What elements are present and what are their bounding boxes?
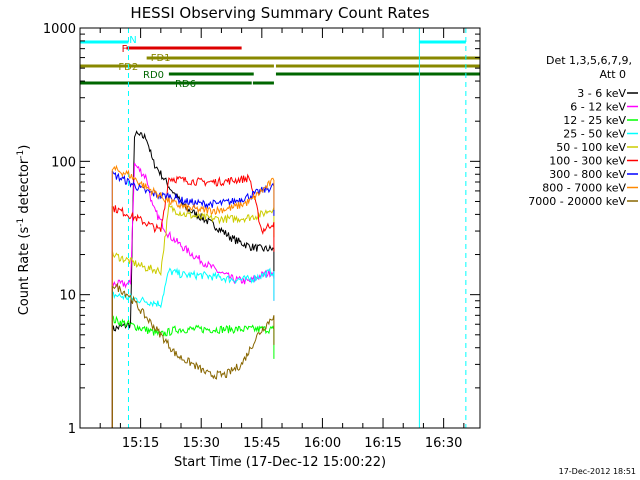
legend-entry-label: 7000 - 20000 keV xyxy=(528,195,626,208)
y-tick-label: 100 xyxy=(51,155,76,170)
legend-entry-label: 800 - 7000 keV xyxy=(542,182,626,195)
series-line xyxy=(111,130,275,428)
x-axis-ticks: 15:15 15:30 15:45 16:00 16:15 16:30 xyxy=(79,28,465,451)
x-tick-label: 16:15 xyxy=(364,436,401,451)
y-tick-label: 1 xyxy=(68,422,76,437)
legend-header-line1: Det 1,3,5,6,7,9, xyxy=(546,54,632,67)
flag-label: FD1 xyxy=(151,53,171,64)
series-line xyxy=(111,173,275,428)
chart-title: HESSI Observing Summary Count Rates xyxy=(130,4,429,22)
series-line xyxy=(111,164,275,428)
x-tick-label: 15:15 xyxy=(122,436,159,451)
x-tick-label: 15:45 xyxy=(243,436,280,451)
legend-header-line2: Att 0 xyxy=(600,68,626,81)
y-tick-label: 1000 xyxy=(43,22,76,37)
series-line xyxy=(111,162,275,428)
series-layer xyxy=(111,130,275,428)
y-axis-ticks: 1 10 100 1000 xyxy=(43,22,480,437)
x-tick-label: 16:30 xyxy=(425,436,462,451)
flag-label: F xyxy=(122,44,128,55)
flag-label: RD0 xyxy=(143,70,164,81)
legend-entry-label: 6 - 12 keV xyxy=(570,101,626,114)
series-line xyxy=(111,267,275,428)
x-axis-label: Start Time (17-Dec-12 15:00:22) xyxy=(174,455,386,470)
y-axis-label: Count Rate (s-1 detector-1) xyxy=(16,145,32,316)
legend-entry-label: 3 - 6 keV xyxy=(577,87,626,100)
flag-label: N xyxy=(129,35,136,46)
series-line xyxy=(111,315,275,428)
legend-entry-label: 12 - 25 keV xyxy=(563,114,626,127)
legend-entry-label: 300 - 800 keV xyxy=(549,168,626,181)
y-tick-label: 10 xyxy=(59,289,76,304)
plot-frame xyxy=(79,27,481,429)
series-line xyxy=(111,282,275,428)
legend-entry-label: 50 - 100 keV xyxy=(556,141,626,154)
timestamp: 17-Dec-2012 18:51 xyxy=(559,467,636,476)
series-line xyxy=(111,170,275,428)
legend-entry-label: 25 - 50 keV xyxy=(563,128,626,141)
legend-entry-label: 100 - 300 keV xyxy=(549,155,626,168)
x-tick-label: 16:00 xyxy=(304,436,341,451)
time-markers xyxy=(127,28,467,428)
flag-label: RD6 xyxy=(175,79,196,90)
series-line xyxy=(111,202,275,428)
x-tick-label: 15:30 xyxy=(182,436,219,451)
